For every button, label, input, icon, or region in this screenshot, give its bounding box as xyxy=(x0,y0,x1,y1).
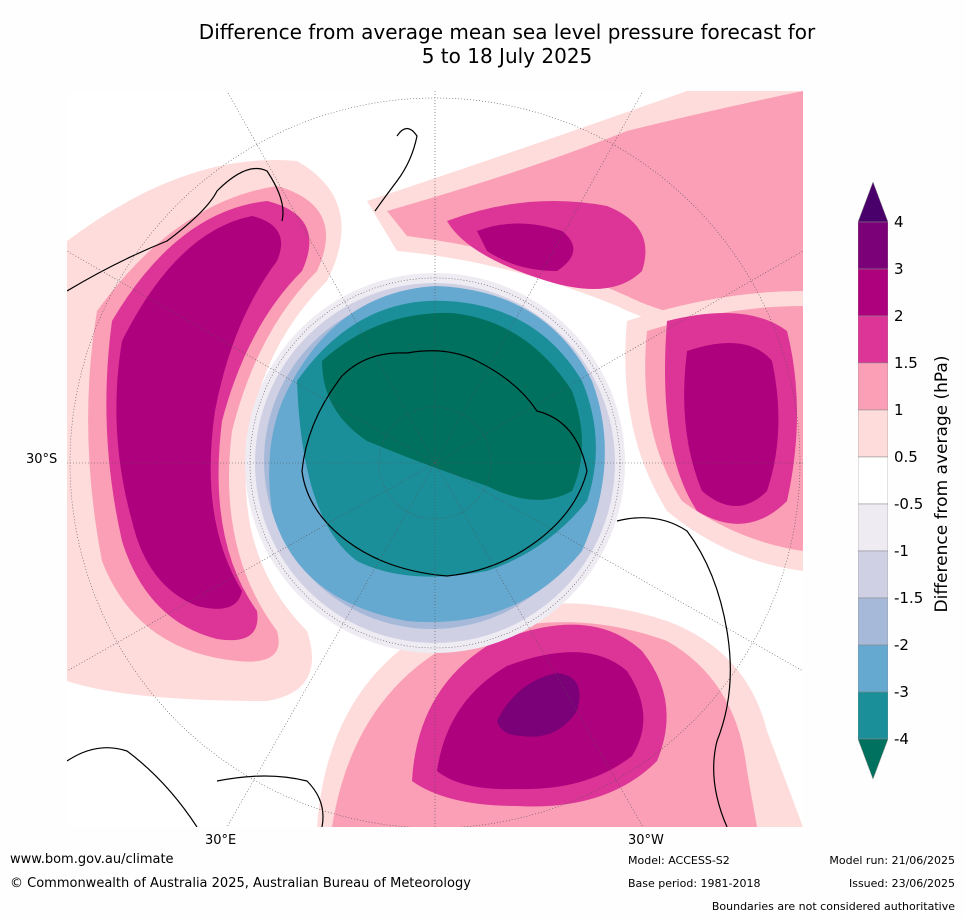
coastlines xyxy=(67,127,731,827)
footer-disclaimer: Boundaries are not considered authoritat… xyxy=(711,900,955,913)
antarctica-coastline xyxy=(301,350,588,577)
colorbar-segments xyxy=(857,221,889,740)
chart-title: Difference from average mean sea level p… xyxy=(67,20,947,68)
colorbar-segment xyxy=(857,315,889,364)
longitude-label-30e: 30°E xyxy=(205,833,237,848)
meridian-150e xyxy=(226,91,436,464)
longitude-label-30w: 30°W xyxy=(628,833,664,848)
latitude-label-30s: 30°S xyxy=(26,452,58,467)
colorbar-tick-label: 0.5 xyxy=(894,448,918,466)
colorbar-segment xyxy=(857,409,889,458)
colorbar-tick-label: -3 xyxy=(894,683,909,701)
anomaly-region-2-3-west xyxy=(116,216,282,609)
map-svg xyxy=(67,91,803,827)
footer-model: Model: ACCESS-S2 xyxy=(628,854,730,867)
colorbar-segment xyxy=(857,362,889,411)
colorbar-segment xyxy=(857,268,889,317)
footer-url[interactable]: www.bom.gov.au/climate xyxy=(10,852,174,867)
colorbar-tick-label: 4 xyxy=(894,213,904,231)
colorbar-segment xyxy=(857,597,889,646)
colorbar-segment xyxy=(857,644,889,693)
footer-copyright: © Commonwealth of Australia 2025, Austra… xyxy=(10,876,471,891)
colorbar-title: Difference from average (hPa) xyxy=(932,355,952,613)
anomaly-region-below-m4 xyxy=(322,312,582,500)
colorbar-tick-label: 2 xyxy=(894,307,904,325)
graticule xyxy=(67,91,803,827)
south-america-coastline xyxy=(616,517,731,827)
colorbar-tick-label: -1 xyxy=(894,542,909,560)
pressure-anomaly-map xyxy=(67,91,803,827)
title-line-2: 5 to 18 July 2025 xyxy=(421,44,593,68)
anomaly-region-3-4-atlantic xyxy=(497,673,580,737)
colorbar-tick-label: 3 xyxy=(894,260,904,278)
anomaly-region-2-3-tasman xyxy=(477,223,574,271)
colorbar-tick-label: -4 xyxy=(894,730,909,748)
footer-base-period: Base period: 1981-2018 xyxy=(628,877,761,890)
colorbar-segment xyxy=(857,691,889,740)
footer-issued: Issued: 23/06/2025 xyxy=(848,877,955,890)
australia-coastline xyxy=(67,167,284,292)
colorbar-segment xyxy=(857,456,889,505)
new-zealand-coastline xyxy=(374,127,418,212)
title-line-1: Difference from average mean sea level p… xyxy=(198,20,816,44)
colorbar-segment xyxy=(857,550,889,599)
colorbar-tick-label: 1 xyxy=(894,401,904,419)
meridian-30w xyxy=(434,462,644,827)
colorbar-svg xyxy=(857,181,889,780)
colorbar-over-triangle xyxy=(857,181,889,223)
colorbar-tick-label: -0.5 xyxy=(894,495,924,513)
colorbar-tick-label: 1.5 xyxy=(894,354,918,372)
anomaly-region-2-3-east xyxy=(684,343,779,506)
colorbar-tick-label: -1.5 xyxy=(894,589,924,607)
colorbar-under-triangle xyxy=(857,738,889,780)
meridian-30e xyxy=(226,462,436,827)
colorbar-segment xyxy=(857,221,889,270)
colorbar xyxy=(857,181,889,786)
colorbar-segment xyxy=(857,503,889,552)
meridian-150w xyxy=(434,91,644,464)
colorbar-tick-label: -2 xyxy=(894,636,909,654)
footer-model-run: Model run: 21/06/2025 xyxy=(829,854,955,867)
africa-coastline xyxy=(67,747,198,827)
